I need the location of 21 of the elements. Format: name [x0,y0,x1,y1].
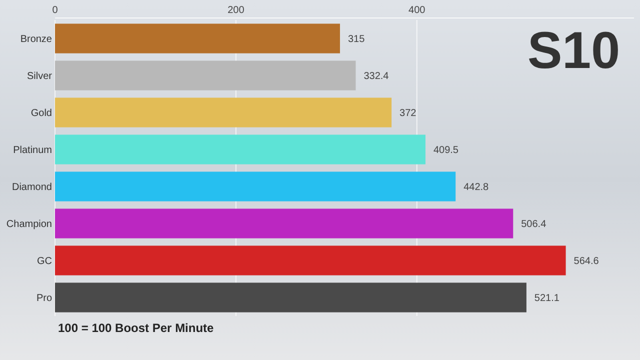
x-tick-label: 200 [228,5,245,16]
y-tick-label: Bronze [20,34,52,45]
data-label: 409.5 [433,145,459,156]
data-label: 564.6 [574,256,600,267]
data-label: 315 [348,34,366,45]
y-tick-label: Pro [36,293,52,304]
data-label: 332.4 [364,71,390,82]
data-label: 372 [400,108,417,119]
y-tick-label: Silver [26,71,53,82]
x-tick-label: 0 [52,5,58,16]
x-tick-label: 400 [408,5,426,16]
data-label: 521.1 [534,293,560,304]
data-label: 442.8 [464,182,490,193]
y-tick-label: Gold [30,108,52,119]
y-tick-label: Champion [6,219,52,230]
y-tick-label: Platinum [13,145,52,156]
data-label: 506.4 [521,219,547,230]
chart-title: S10 [527,22,620,80]
y-tick-label: GC [37,256,52,267]
y-tick-label: Diamond [12,182,52,193]
text: 100 = 100 Boost Per Minute [58,321,214,335]
